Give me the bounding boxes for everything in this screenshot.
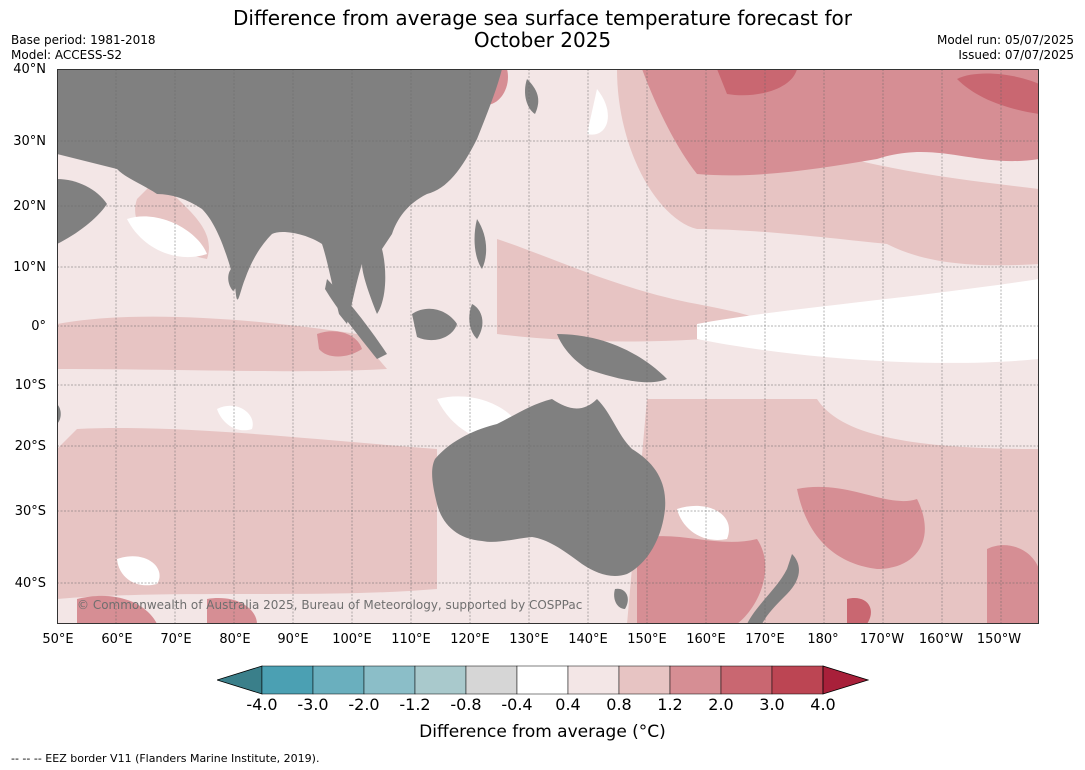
colorbar-segment <box>363 665 416 695</box>
lon-label: 100°E <box>332 632 372 647</box>
lon-label: 80°E <box>219 632 251 647</box>
lat-label-30n: 30°N <box>13 134 46 149</box>
land-masses <box>57 69 799 624</box>
colorbar-tick-label: -2.0 <box>348 695 380 714</box>
anomaly-field-2.0-3.0 <box>717 69 1039 624</box>
lon-label: 150°W <box>976 632 1022 647</box>
colorbar-segment <box>261 665 314 695</box>
colorbar-segment <box>414 665 467 695</box>
lon-label: 180° <box>807 632 839 647</box>
colorbar-segment <box>567 665 620 695</box>
lat-label-equator: 0° <box>31 319 46 334</box>
colorbar-tick-label: 0.4 <box>555 695 581 714</box>
land-sumatra <box>325 279 387 359</box>
colorbar-tick-label: 4.0 <box>810 695 836 714</box>
lon-label: 170°E <box>745 632 785 647</box>
lat-label-40s: 40°S <box>14 576 46 591</box>
lon-label: 110°E <box>391 632 431 647</box>
colorbar <box>215 665 870 699</box>
model-name: Model: ACCESS-S2 <box>11 48 123 62</box>
colorbar-tick-label: 3.0 <box>759 695 785 714</box>
lon-label: 170°W <box>859 632 905 647</box>
map-gridlines <box>57 69 1039 624</box>
land-australia <box>432 399 666 576</box>
colorbar-segment <box>720 665 773 695</box>
lon-label: 60°E <box>101 632 133 647</box>
chart-title-line2: October 2025 <box>473 28 612 52</box>
chart-title-line1: Difference from average sea surface temp… <box>232 6 852 30</box>
colorbar-segment <box>669 665 722 695</box>
lon-label: 160°E <box>686 632 726 647</box>
colorbar-tick-label: -1.2 <box>399 695 431 714</box>
lon-label: 150°E <box>627 632 667 647</box>
anomaly-field-1.2-2.0 <box>77 69 1039 624</box>
lon-label: 90°E <box>277 632 309 647</box>
land-asia <box>57 69 502 324</box>
lat-label-40n: 40°N <box>13 62 46 77</box>
colorbar-tick-label: -0.8 <box>450 695 482 714</box>
base-period: Base period: 1981-2018 <box>11 33 156 47</box>
land-philippines <box>474 219 487 269</box>
colorbar-tick-label: 2.0 <box>708 695 734 714</box>
land-tasmania <box>614 588 628 609</box>
colorbar-segment <box>312 665 365 695</box>
lat-label-10s: 10°S <box>14 378 46 393</box>
colorbar-label: Difference from average (°C) <box>419 722 666 742</box>
sst-anomaly-map <box>57 69 1039 624</box>
land-arabia-india-west <box>57 179 107 244</box>
colorbar-tick-label: -3.0 <box>297 695 329 714</box>
colorbar-segment <box>618 665 671 695</box>
land-japan <box>524 79 539 114</box>
colorbar-high-extend <box>822 665 870 695</box>
lon-label: 70°E <box>160 632 192 647</box>
colorbar-segment <box>465 665 518 695</box>
model-run: Model run: 05/07/2025 <box>936 33 1074 47</box>
lat-label-30s: 30°S <box>14 504 46 519</box>
colorbar-tick-label: -4.0 <box>246 695 278 714</box>
land-borneo <box>412 308 457 341</box>
eez-border-note: -- -- -- EEZ border V11 (Flanders Marine… <box>11 752 320 765</box>
colorbar-segment <box>516 665 569 695</box>
lat-label-20n: 20°N <box>13 199 46 214</box>
lat-label-20s: 20°S <box>14 439 46 454</box>
colorbar-tick-label: -0.4 <box>501 695 533 714</box>
land-sri-lanka <box>228 269 239 291</box>
lon-label: 160°W <box>918 632 964 647</box>
lon-label: 140°E <box>568 632 608 647</box>
lon-label: 50°E <box>42 632 74 647</box>
copyright-notice: © Commonwealth of Australia 2025, Bureau… <box>77 598 583 612</box>
colorbar-tick-label: 0.8 <box>606 695 632 714</box>
lon-label: 130°E <box>509 632 549 647</box>
land-new-zealand <box>747 554 799 624</box>
lon-label: 120°E <box>450 632 490 647</box>
colorbar-tick-label: 1.2 <box>657 695 683 714</box>
land-new-guinea <box>557 334 667 383</box>
colorbar-segment <box>771 665 824 695</box>
colorbar-low-extend <box>215 665 263 695</box>
lat-label-10n: 10°N <box>13 260 46 275</box>
issued-date: Issued: 07/07/2025 <box>958 48 1074 62</box>
land-sulawesi <box>469 304 483 339</box>
